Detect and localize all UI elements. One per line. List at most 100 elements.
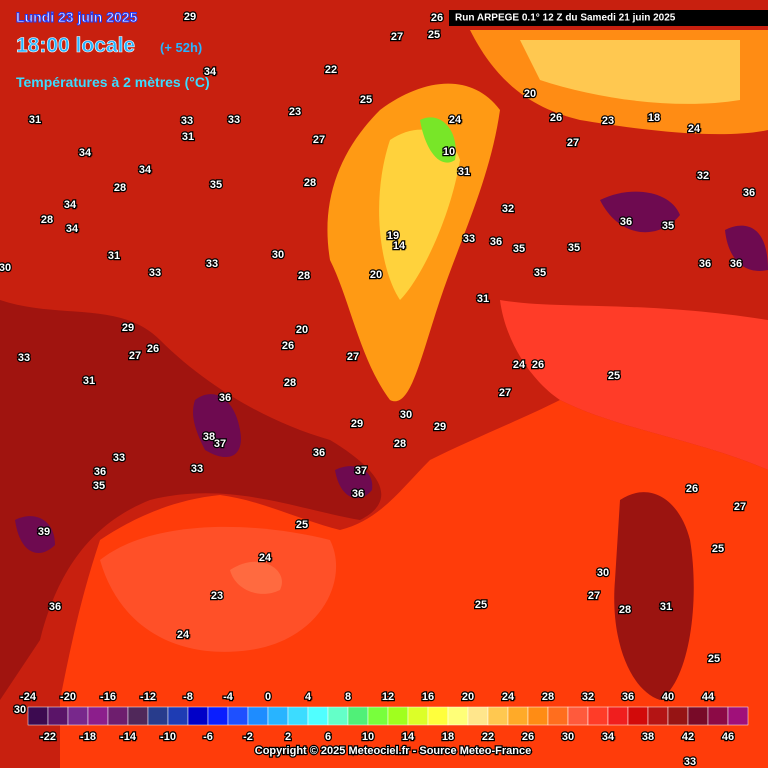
lead-time: (+ 52h)	[160, 40, 202, 55]
temperature-label: 22	[325, 64, 337, 76]
temperature-label: 33	[228, 114, 240, 126]
temperature-label: 27	[129, 350, 141, 362]
temperature-label: 27	[499, 387, 511, 399]
scale-tick-label: 10	[362, 731, 374, 743]
scale-swatch	[307, 706, 329, 726]
temperature-label: 36	[490, 236, 502, 248]
temperature-label: 25	[475, 599, 487, 611]
temperature-label: 31	[29, 114, 41, 126]
scale-swatch	[167, 706, 189, 726]
scale-tick-label: -24	[20, 691, 37, 703]
scale-tick-label: -4	[223, 691, 234, 703]
scale-tick-label: 2	[285, 731, 291, 743]
temperature-label: 24	[177, 629, 190, 641]
temperature-label: 36	[743, 187, 755, 199]
temperature-label: 30	[272, 249, 284, 261]
temperature-label: 27	[588, 590, 600, 602]
temperature-label: 23	[289, 106, 301, 118]
temperature-label: 36	[352, 488, 364, 500]
hot-zone	[193, 394, 241, 458]
scale-tick-label: -12	[140, 691, 156, 703]
temperature-label: 36	[699, 258, 711, 270]
scale-swatch	[287, 706, 309, 726]
scale-swatch	[467, 706, 489, 726]
temperature-label: 19	[387, 230, 399, 242]
scale-swatch	[727, 706, 749, 726]
scale-tick-label: 32	[582, 691, 594, 703]
temperature-label: 36	[730, 258, 742, 270]
scale-swatch	[427, 706, 449, 726]
hot-zone	[600, 191, 680, 233]
temperature-label: 24	[513, 359, 526, 371]
temperature-label: 36	[313, 447, 325, 459]
scale-swatch	[667, 706, 689, 726]
scale-tick-label: 20	[462, 691, 474, 703]
temperature-label: 33	[206, 258, 218, 270]
temperature-label: 37	[214, 438, 226, 450]
temperature-label: 36	[219, 392, 231, 404]
temperature-label: 28	[114, 182, 126, 194]
temperature-label: 33	[181, 115, 193, 127]
temperature-label: 34	[79, 147, 92, 159]
temperature-label: 35	[534, 267, 546, 279]
temperature-label: 35	[210, 179, 222, 191]
scale-tick-label: 4	[305, 691, 312, 703]
temperature-label: 24	[688, 123, 701, 135]
temperature-label: 31	[108, 250, 120, 262]
temperature-label: 20	[296, 324, 308, 336]
temperature-label: 28	[619, 604, 631, 616]
temperature-label: 29	[351, 418, 363, 430]
island	[614, 492, 694, 700]
scale-swatch	[687, 706, 709, 726]
temperature-label: 31	[83, 375, 95, 387]
temperature-label: 26	[550, 112, 562, 124]
scale-tick-label: 18	[442, 731, 454, 743]
temperature-label: 24	[259, 552, 272, 564]
temperature-label: 20	[370, 269, 382, 281]
temperature-label: 36	[620, 216, 632, 228]
temperature-label: 23	[602, 115, 614, 127]
temperature-label: 29	[122, 322, 134, 334]
alps-peaks	[420, 117, 456, 163]
scale-swatch	[227, 706, 249, 726]
scale-tick-label: -18	[80, 731, 96, 743]
temperature-label: 26	[147, 343, 159, 355]
scale-tick-label: 6	[325, 731, 331, 743]
run-info: Run ARPEGE 0.1° 12 Z du Samedi 21 juin 2…	[455, 13, 676, 24]
temperature-label: 27	[391, 31, 403, 43]
scale-swatch	[27, 706, 49, 726]
scale-tick-label: 40	[662, 691, 674, 703]
temperature-label: 27	[734, 501, 746, 513]
scale-tick-label: 26	[522, 731, 534, 743]
scale-swatch	[647, 706, 669, 726]
temperature-label: 25	[708, 653, 720, 665]
temperature-label: 35	[662, 220, 674, 232]
temperature-label: 26	[282, 340, 294, 352]
temperature-label: 39	[38, 526, 50, 538]
time: 18:00 locale	[16, 34, 135, 57]
scale-tick-label: 28	[542, 691, 554, 703]
scale-swatch	[127, 706, 149, 726]
temperature-label: 30	[0, 262, 11, 274]
scale-swatch	[407, 706, 429, 726]
temperature-label: 31	[660, 601, 672, 613]
scale-tick-label: 44	[702, 691, 715, 703]
temperature-label: 27	[567, 137, 579, 149]
temperature-label: 35	[568, 242, 580, 254]
temperature-label: 33	[191, 463, 203, 475]
temperature-label: 32	[697, 170, 709, 182]
scale-tick-label: 38	[642, 731, 654, 743]
date: Lundi 23 juin 2025	[16, 9, 138, 25]
temperature-label: 32	[502, 203, 514, 215]
run-box	[449, 10, 768, 26]
scale-tick-label: 46	[722, 731, 734, 743]
scale-swatch	[267, 706, 289, 726]
scale-tick-label: 24	[502, 691, 515, 703]
scale-swatch	[587, 706, 609, 726]
temperature-label: 31	[458, 166, 470, 178]
land-mild	[500, 300, 768, 470]
scale-swatch	[447, 706, 469, 726]
temperature-label: 28	[298, 270, 310, 282]
temperature-label: 33	[113, 452, 125, 464]
temperature-label: 26	[686, 483, 698, 495]
